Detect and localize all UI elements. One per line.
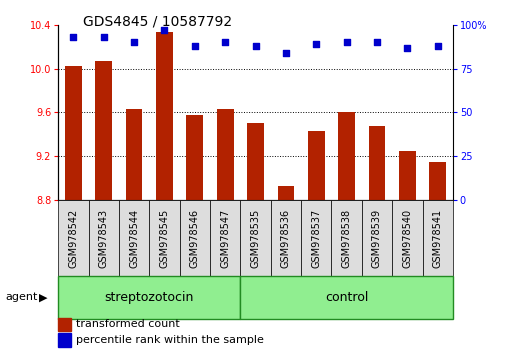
Point — [281, 50, 289, 56]
Bar — [368, 126, 385, 200]
Text: agent: agent — [5, 292, 37, 302]
Text: GSM978537: GSM978537 — [311, 209, 321, 268]
Text: GSM978538: GSM978538 — [341, 209, 351, 268]
Text: control: control — [324, 291, 368, 304]
Text: GDS4845 / 10587792: GDS4845 / 10587792 — [83, 14, 232, 28]
Text: ▶: ▶ — [39, 292, 47, 302]
Text: GSM978547: GSM978547 — [220, 209, 230, 268]
Text: GSM978541: GSM978541 — [432, 209, 442, 268]
Point — [221, 40, 229, 45]
Text: GSM978535: GSM978535 — [250, 209, 260, 268]
Text: GSM978540: GSM978540 — [401, 209, 412, 268]
Bar — [186, 115, 203, 200]
Point — [130, 40, 138, 45]
Bar — [156, 33, 173, 200]
Point — [433, 43, 441, 48]
Point — [99, 34, 108, 40]
Bar — [398, 151, 415, 200]
Text: GSM978544: GSM978544 — [129, 209, 139, 268]
Bar — [247, 123, 264, 200]
Text: GSM978545: GSM978545 — [159, 209, 169, 268]
Point — [342, 40, 350, 45]
Text: GSM978539: GSM978539 — [371, 209, 381, 268]
Bar — [337, 113, 355, 200]
Bar — [277, 186, 294, 200]
Text: GSM978542: GSM978542 — [68, 209, 78, 268]
Point — [402, 45, 411, 50]
Text: GSM978546: GSM978546 — [189, 209, 199, 268]
Bar — [126, 109, 142, 200]
Text: streptozotocin: streptozotocin — [105, 291, 193, 304]
Point — [160, 27, 168, 33]
Point — [69, 34, 77, 40]
Point — [190, 43, 198, 48]
Bar — [429, 162, 445, 200]
Text: percentile rank within the sample: percentile rank within the sample — [76, 335, 263, 345]
Text: GSM978543: GSM978543 — [98, 209, 109, 268]
Point — [312, 41, 320, 47]
Bar — [95, 61, 112, 200]
Point — [251, 43, 259, 48]
Bar — [65, 67, 82, 200]
Text: GSM978536: GSM978536 — [280, 209, 290, 268]
Point — [372, 40, 380, 45]
Bar — [307, 131, 324, 200]
Text: transformed count: transformed count — [76, 319, 179, 329]
Bar — [217, 109, 233, 200]
